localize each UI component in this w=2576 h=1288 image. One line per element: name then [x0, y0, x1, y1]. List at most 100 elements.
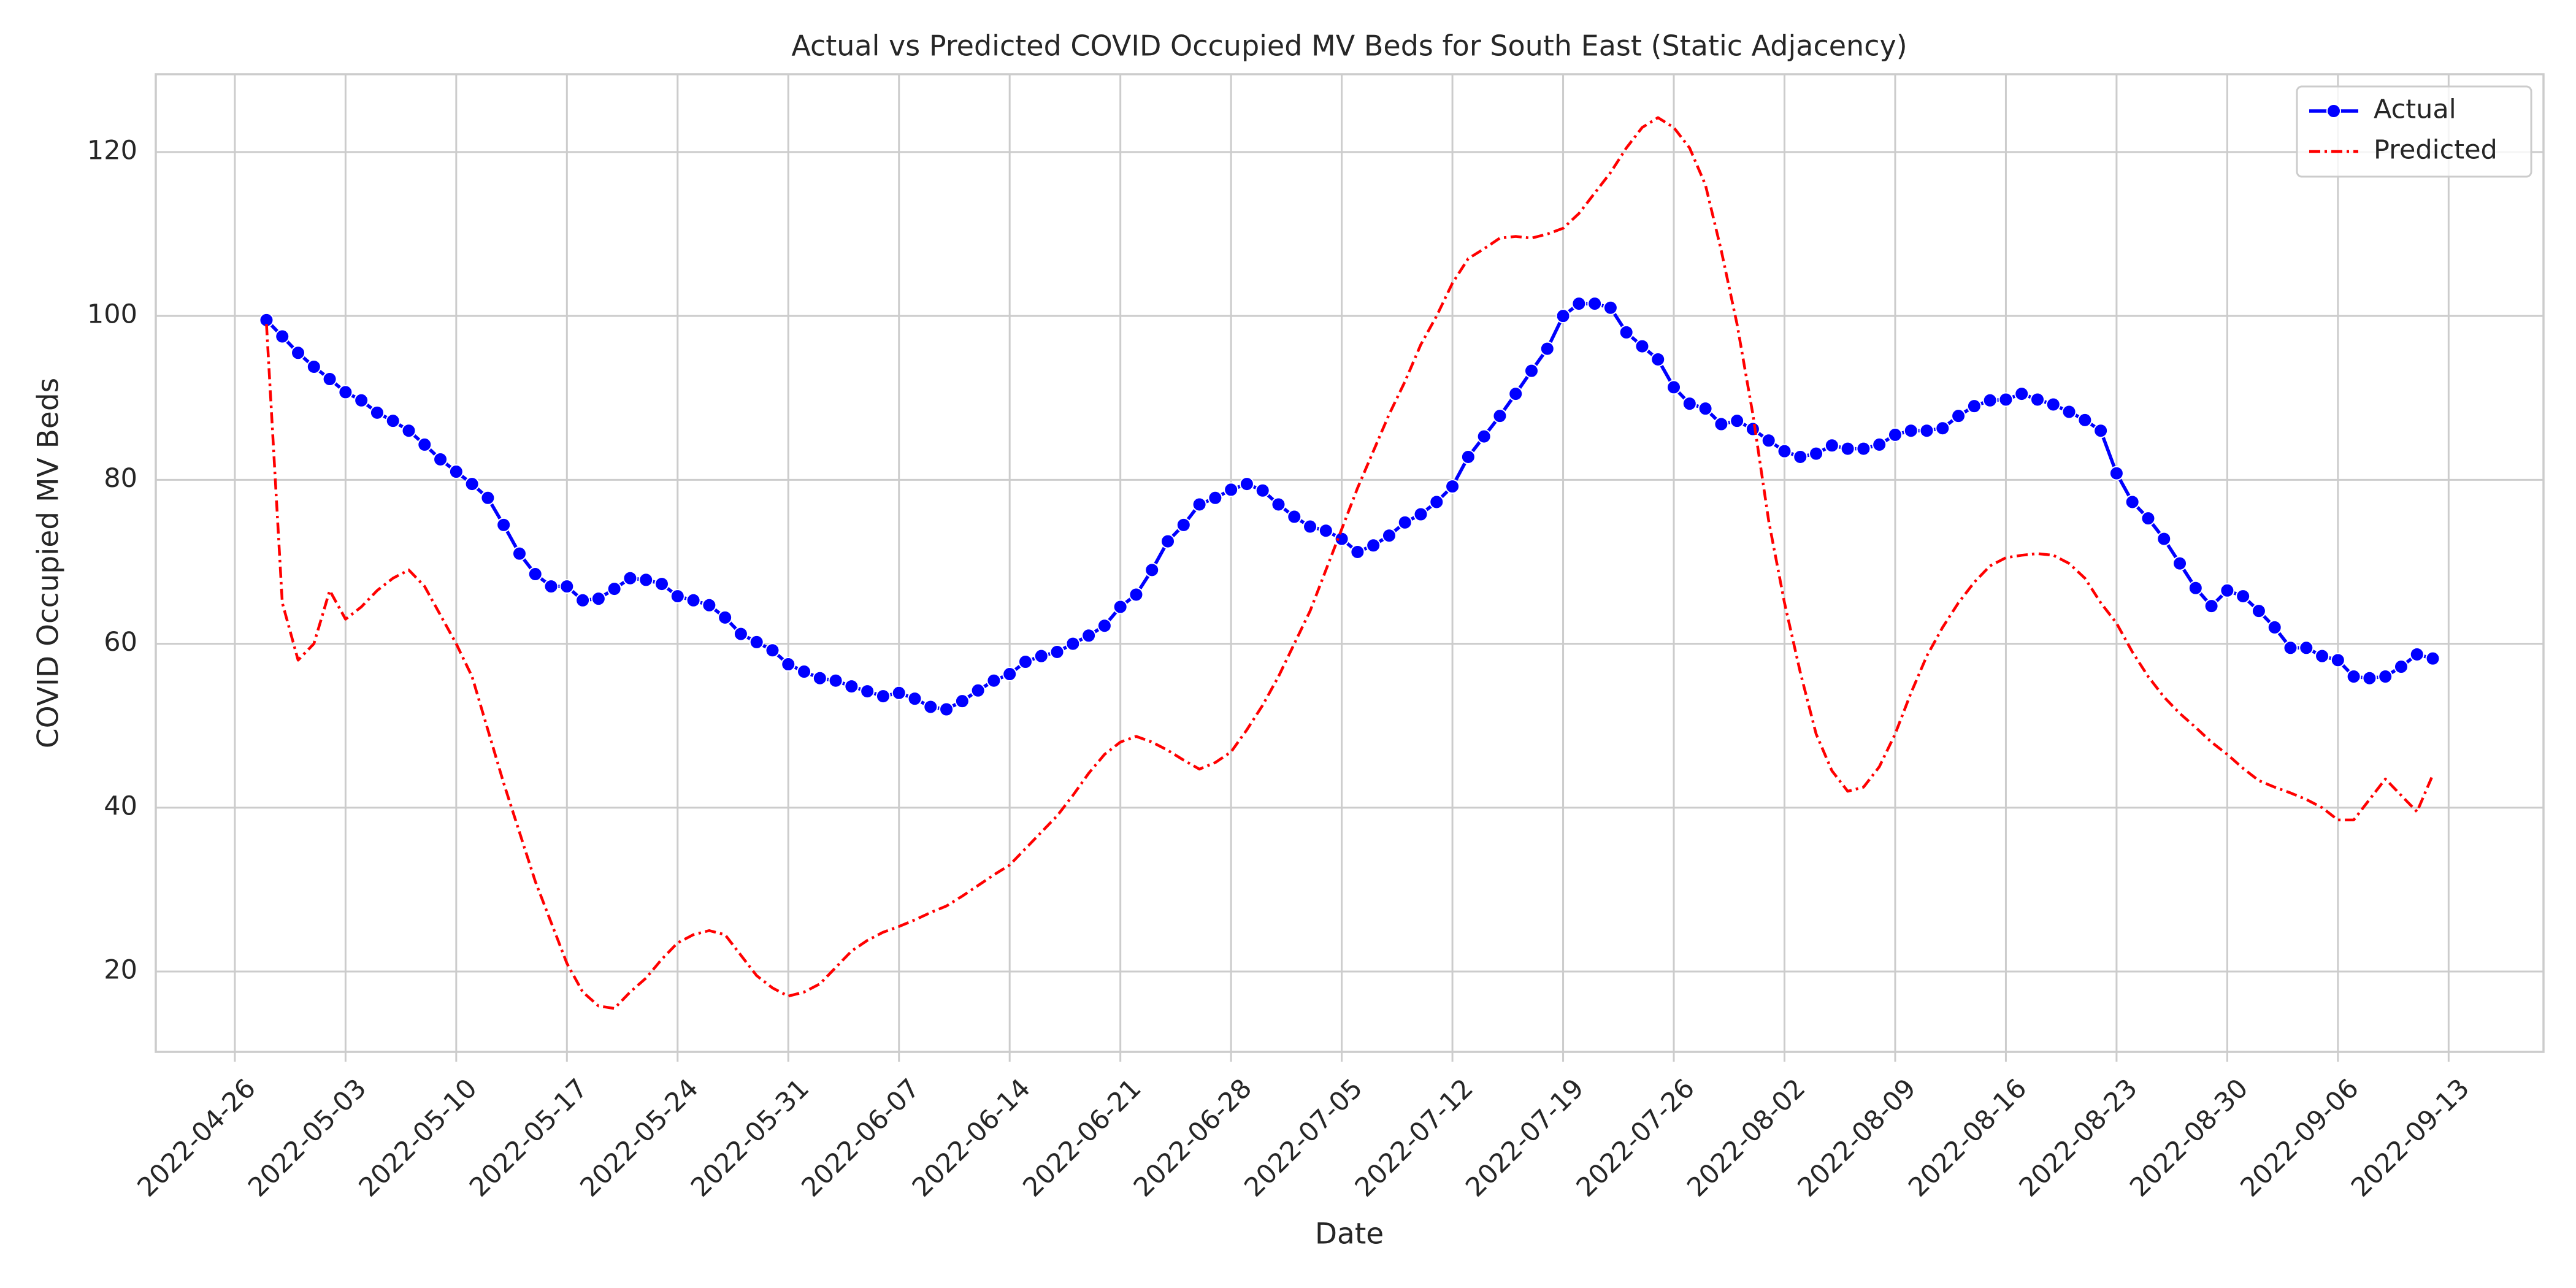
- data-point: [1555, 309, 1571, 324]
- data-point: [2251, 604, 2266, 619]
- data-point: [1714, 416, 1729, 432]
- data-point: [2267, 619, 2282, 635]
- data-point: [1571, 296, 1587, 312]
- data-point: [907, 691, 922, 707]
- data-point: [496, 517, 512, 532]
- data-point: [1935, 421, 1950, 436]
- data-point: [1761, 433, 1776, 448]
- data-point: [2393, 659, 2409, 675]
- data-point: [2172, 556, 2188, 571]
- data-point: [607, 581, 622, 597]
- data-point: [1809, 446, 1824, 461]
- data-point: [686, 592, 701, 608]
- data-point: [1224, 482, 1239, 497]
- data-point: [306, 359, 321, 374]
- data-point: [512, 546, 527, 561]
- data-point: [417, 437, 432, 452]
- y-tick-label: 120: [87, 135, 137, 166]
- data-point: [559, 579, 575, 594]
- data-point: [2093, 423, 2109, 439]
- data-point: [1081, 628, 1097, 643]
- data-point: [1919, 423, 1934, 439]
- data-point: [1777, 443, 1792, 459]
- data-point: [2014, 386, 2030, 402]
- data-point: [448, 464, 464, 480]
- data-point: [733, 626, 748, 642]
- data-point: [1966, 399, 1982, 414]
- data-point: [1381, 528, 1397, 543]
- data-point: [844, 679, 859, 694]
- data-point: [591, 591, 606, 607]
- data-point: [385, 413, 401, 429]
- data-point: [1476, 429, 1492, 444]
- data-point: [828, 673, 843, 688]
- data-point: [2220, 583, 2235, 598]
- data-point: [702, 597, 717, 613]
- data-point: [1018, 654, 1033, 670]
- data-point: [1113, 599, 1128, 615]
- data-point: [464, 477, 480, 492]
- data-point: [2346, 669, 2361, 684]
- data-point: [275, 329, 290, 344]
- legend: Actual Predicted: [2296, 85, 2532, 178]
- data-point: [401, 423, 416, 439]
- data-point: [1192, 497, 1207, 512]
- data-point: [1840, 441, 1855, 456]
- data-point: [2315, 648, 2330, 664]
- data-point: [2125, 494, 2140, 510]
- plot-frame: [155, 73, 2545, 1053]
- data-point: [1666, 380, 1682, 395]
- data-point: [2362, 670, 2377, 686]
- y-tick-label: 100: [87, 299, 137, 330]
- data-point: [1793, 449, 1808, 464]
- data-point: [1524, 363, 1539, 378]
- data-point: [1492, 408, 1508, 424]
- data-point: [1460, 449, 1476, 464]
- data-point: [986, 673, 1002, 688]
- data-point: [1271, 497, 1286, 512]
- data-point: [2141, 511, 2156, 526]
- data-point: [2109, 466, 2124, 481]
- data-point: [2330, 653, 2345, 668]
- data-point: [2045, 397, 2061, 412]
- data-point: [1508, 386, 1524, 402]
- data-point: [1982, 393, 1998, 408]
- data-point: [781, 657, 796, 672]
- data-point: [2299, 640, 2314, 656]
- data-point: [433, 451, 448, 467]
- data-point: [1951, 408, 1966, 424]
- data-point: [2061, 404, 2077, 420]
- data-point: [654, 577, 670, 592]
- data-point: [1998, 392, 2014, 407]
- data-point: [2425, 651, 2440, 666]
- data-point: [765, 643, 780, 658]
- data-point: [2188, 580, 2203, 596]
- data-point: [1065, 636, 1081, 651]
- data-point: [1856, 441, 1871, 456]
- data-point: [2236, 589, 2251, 604]
- data-point: [1887, 427, 1903, 442]
- legend-marker: [2326, 104, 2341, 118]
- y-tick-label: 20: [104, 955, 137, 986]
- legend-label: Actual: [2374, 94, 2456, 125]
- data-point: [1239, 477, 1254, 492]
- data-point: [575, 592, 591, 608]
- data-point: [1049, 644, 1065, 659]
- data-point: [1824, 438, 1839, 453]
- data-point: [2204, 599, 2219, 614]
- data-point: [2409, 646, 2425, 662]
- data-point: [875, 689, 891, 704]
- data-point: [923, 699, 938, 715]
- data-point: [1287, 509, 1302, 524]
- data-point: [1303, 519, 1318, 534]
- data-point: [1350, 544, 1365, 559]
- data-point: [1366, 538, 1381, 553]
- data-point: [2283, 640, 2298, 656]
- data-point: [369, 405, 385, 420]
- data-point: [954, 694, 970, 709]
- data-point: [480, 490, 496, 505]
- data-point: [2156, 531, 2172, 546]
- data-point: [670, 589, 685, 604]
- data-point: [1539, 341, 1555, 356]
